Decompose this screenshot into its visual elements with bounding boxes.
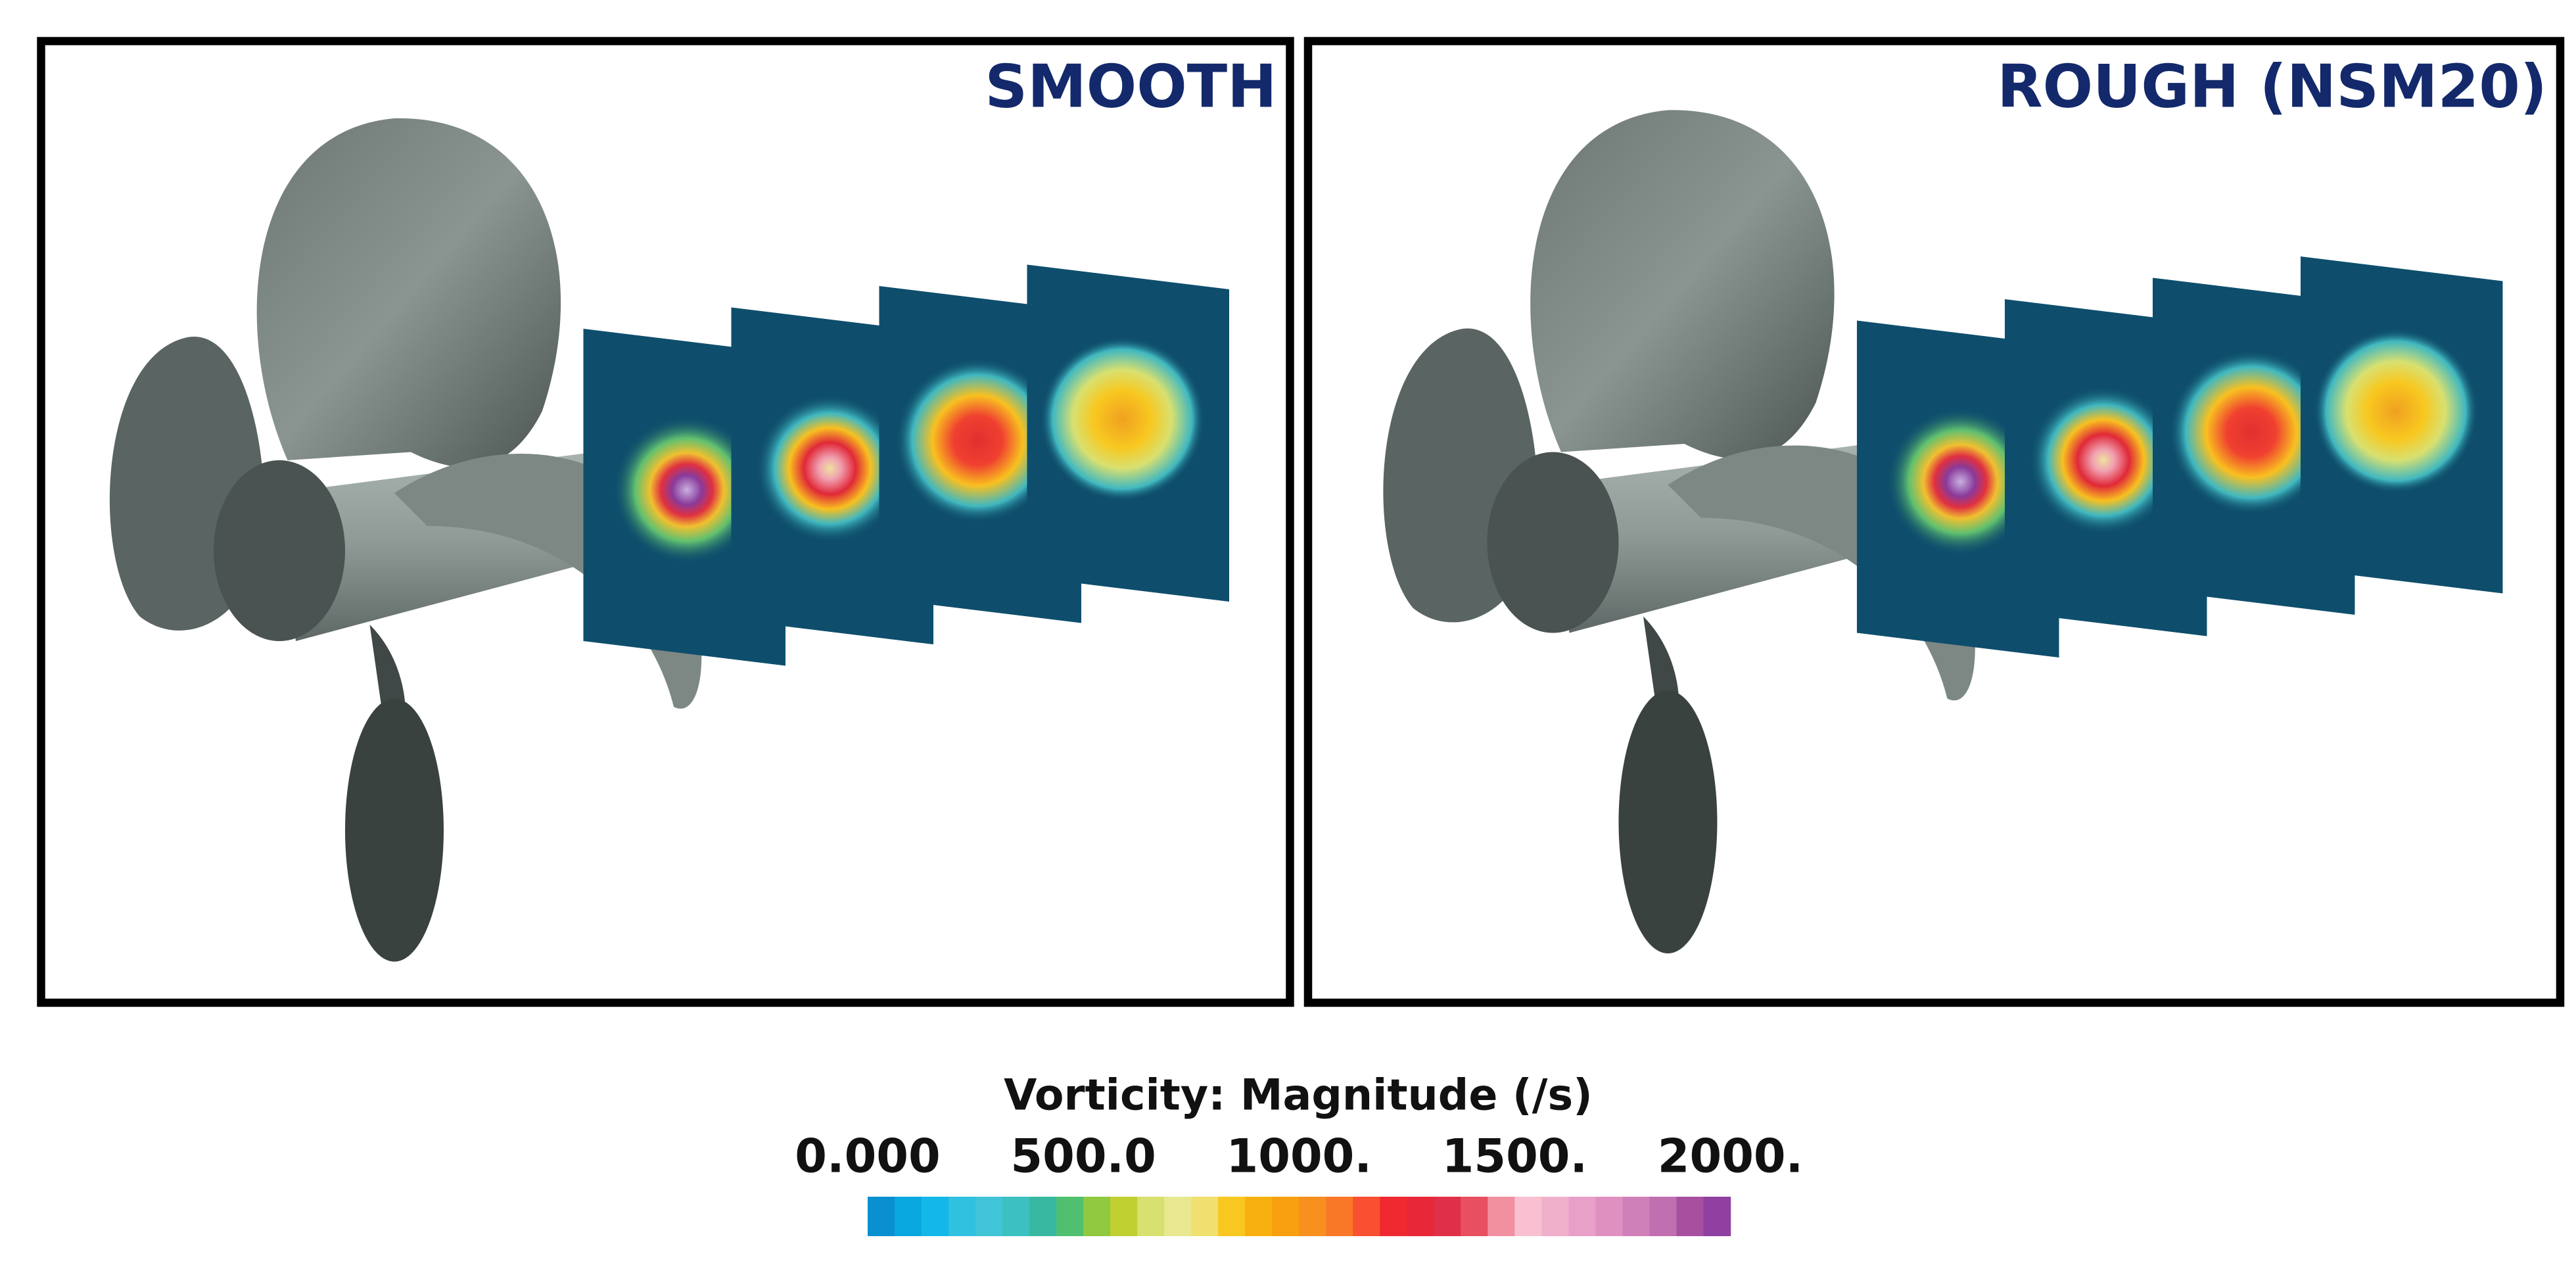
colorbar-segment: [1299, 1197, 1327, 1236]
colorbar-tick-label: 0.000: [795, 1130, 940, 1184]
colorbar-segment: [1272, 1197, 1300, 1236]
panel-title: ROUGH (NSM20): [1997, 53, 2547, 122]
colorbar-segment: [975, 1197, 1003, 1236]
colorbar-segment: [1380, 1197, 1408, 1236]
colorbar-segment: [1487, 1197, 1516, 1236]
colorbar: 0.000 500.0 1000. 1500. 2000.: [795, 1130, 1803, 1236]
colorbar-segment: [1703, 1197, 1731, 1236]
colorbar-segment: [1245, 1197, 1273, 1236]
colorbar-segment: [1218, 1197, 1246, 1236]
colorbar-segment: [868, 1197, 895, 1236]
colorbar-segment: [1164, 1197, 1192, 1236]
colorbar-segment: [1137, 1197, 1165, 1236]
colorbar-segment: [1002, 1197, 1030, 1236]
colorbar-tick-label: 1000.: [1227, 1130, 1372, 1184]
colorbar-segment: [1514, 1197, 1543, 1236]
colorbar-segment: [1353, 1197, 1381, 1236]
colorbar-segment: [1110, 1197, 1138, 1236]
colorbar-segment: [1676, 1197, 1704, 1236]
figure-body: SMOOTH ROUGH (NSM20) Vorticity: Magnitud…: [37, 37, 2565, 1236]
colorbar-tick-label: 500.0: [1010, 1130, 1156, 1184]
colorbar-tick-label: 1500.: [1442, 1130, 1587, 1184]
colorbar-segment: [948, 1197, 976, 1236]
colorbar-segment: [1326, 1197, 1354, 1236]
colorbar-segment: [1461, 1197, 1489, 1236]
colorbar-segment: [1541, 1197, 1570, 1236]
colorbar-title: Vorticity: Magnitude (/s): [1004, 1071, 1593, 1120]
colorbar-segment: [1568, 1197, 1597, 1236]
colorbar-segment: [922, 1197, 949, 1236]
colorbar-segment: [1649, 1197, 1677, 1236]
colorbar-tick-label: 2000.: [1658, 1130, 1803, 1184]
colorbar-segment: [1595, 1197, 1624, 1236]
colorbar-segment: [1622, 1197, 1651, 1236]
colorbar-segment: [1407, 1197, 1435, 1236]
colorbar-segment: [1434, 1197, 1462, 1236]
panel-title: SMOOTH: [985, 53, 1276, 122]
colorbar-segment: [1191, 1197, 1219, 1236]
colorbar-segment: [895, 1197, 922, 1236]
colorbar-segment: [1029, 1197, 1057, 1236]
colorbar-segment: [1083, 1197, 1111, 1236]
colorbar-segment: [1056, 1197, 1084, 1236]
